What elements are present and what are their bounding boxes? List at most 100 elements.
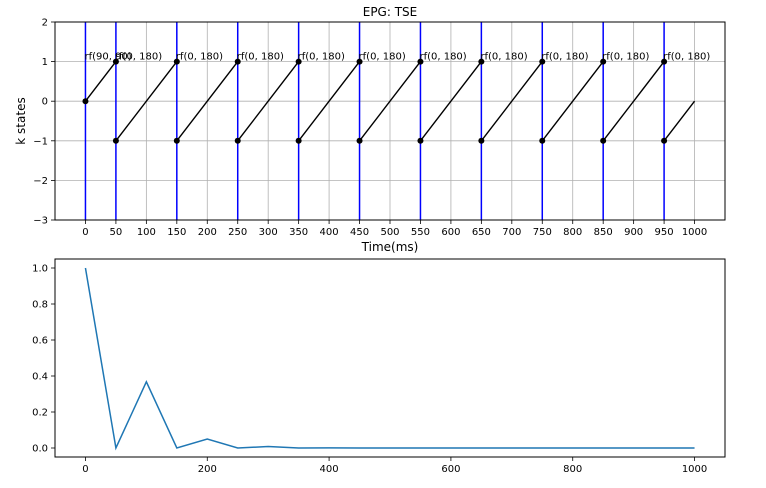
rf-pulse-label: rf(0, 180) [298, 52, 345, 63]
k-state-point [417, 137, 424, 144]
k-state-path [358, 61, 422, 142]
rf-pulse-label: rf(0, 180) [480, 52, 527, 63]
top-x-tick-label: 900 [624, 227, 643, 238]
top-chart-title: EPG: TSE [363, 5, 418, 19]
rf-pulse-label: rf(0, 180) [419, 52, 466, 63]
top-state-points [82, 58, 668, 144]
k-state-path [663, 100, 696, 142]
k-state-point [356, 137, 363, 144]
bottom-x-ticks: 0 200 400 600 800 1000 [82, 457, 707, 475]
k-state-path [541, 61, 604, 142]
k-state-point [661, 137, 668, 144]
top-y-tick-label: −2 [33, 176, 48, 187]
rf-pulse-label: rf(0, 180) [541, 52, 588, 63]
k-state-point [478, 58, 485, 65]
top-x-tick-label: 750 [533, 227, 552, 238]
k-state-point [234, 58, 241, 65]
top-x-tick-label: 50 [110, 227, 123, 238]
top-x-tick-label: 450 [350, 227, 369, 238]
k-state-path [115, 61, 178, 142]
bottom-x-tick-label: 800 [563, 464, 582, 475]
k-state-point [600, 58, 607, 65]
top-x-tick-label: 600 [441, 227, 460, 238]
bottom-y-tick-label: 0.8 [32, 300, 48, 311]
top-x-tick-label: 550 [411, 227, 430, 238]
top-x-tick-label: 250 [228, 227, 247, 238]
k-state-point [356, 58, 363, 65]
top-x-tick-label: 300 [259, 227, 278, 238]
k-state-point [417, 58, 424, 65]
k-state-path [602, 61, 665, 142]
bottom-x-tick-label: 600 [441, 464, 460, 475]
top-x-tick-label: 350 [289, 227, 308, 238]
top-rf-labels: rf(90, 90)rf(0, 180) rf(0, 180) rf(0, 180)… [84, 52, 710, 63]
k-state-point [295, 58, 302, 65]
top-y-tick-label: −3 [33, 216, 48, 227]
top-k-paths [84, 61, 696, 142]
top-x-tick-label: 500 [380, 227, 399, 238]
top-y-tick-label: 0 [42, 97, 48, 108]
top-x-tick-label: 1000 [682, 227, 707, 238]
bottom-x-tick-label: 200 [198, 464, 217, 475]
bottom-x-tick-label: 400 [320, 464, 339, 475]
top-rf-pulses [84, 22, 665, 220]
bottom-x-tick-label: 0 [82, 464, 88, 475]
top-x-tick-label: 150 [167, 227, 186, 238]
k-state-point [539, 137, 546, 144]
top-y-tick-label: −1 [33, 136, 48, 147]
top-x-tick-label: 800 [563, 227, 582, 238]
top-x-tick-label: 650 [472, 227, 491, 238]
bottom-series [84, 267, 695, 451]
k-state-point [173, 58, 180, 65]
k-state-point [600, 137, 607, 144]
k-state-point [295, 137, 302, 144]
k-state-point [82, 98, 89, 105]
k-state-path [298, 61, 361, 142]
top-y-tick-label: 1 [42, 57, 48, 68]
bottom-y-tick-label: 0.2 [32, 408, 48, 419]
bottom-y-tick-label: 0.4 [32, 372, 48, 383]
k-state-path [176, 61, 239, 142]
rf-pulse-label: rf(0, 180) [176, 52, 223, 63]
bottom-x-tick-label: 1000 [682, 464, 707, 475]
rf-pulse-label: rf(0, 180) [359, 52, 406, 63]
top-x-tick-label: 950 [655, 227, 674, 238]
k-state-point [173, 137, 180, 144]
rf-pulse-label: rf(0, 180) [115, 52, 162, 63]
rf-pulse-label: rf(0, 180) [602, 52, 649, 63]
signal-series-line [84, 267, 695, 451]
top-panel: rf(90, 90)rf(0, 180) rf(0, 180) rf(0, 180)… [14, 5, 726, 254]
k-state-point [661, 58, 668, 65]
top-x-tick-label: 200 [198, 227, 217, 238]
k-state-point [112, 58, 119, 65]
top-x-axis-label: Time(ms) [361, 240, 419, 254]
rf-pulse-label: rf(0, 180) [237, 52, 284, 63]
top-x-tick-label: 850 [594, 227, 613, 238]
k-state-path [419, 61, 482, 142]
bottom-plot-frame [54, 258, 726, 458]
rf-pulse-label: rf(0, 180) [663, 52, 710, 63]
k-state-path [237, 61, 300, 142]
top-x-tick-label: 0 [82, 227, 88, 238]
bottom-y-ticks: 0.0 0.2 0.4 0.6 0.8 1.0 [32, 264, 55, 455]
rf-pulse-label: rf(90, 90) [84, 52, 131, 63]
k-state-path [480, 61, 543, 142]
top-y-axis-label: k states [14, 97, 28, 144]
top-x-tick-label: 100 [137, 227, 156, 238]
k-state-point [539, 58, 546, 65]
k-state-point [234, 137, 241, 144]
k-state-path [84, 61, 117, 102]
bottom-y-tick-label: 0.0 [32, 444, 48, 455]
bottom-panel: 0 200 400 600 800 1000 0.0 0.2 0.4 0.6 0.8 1.0 [32, 258, 726, 475]
bottom-y-tick-label: 1.0 [32, 264, 48, 275]
bottom-y-tick-label: 0.6 [32, 336, 48, 347]
k-state-point [478, 137, 485, 144]
top-x-tick-label: 700 [502, 227, 521, 238]
top-x-ticks: 0 50 100 150 200 250 300 350 400 450 500 550 600 650 7… [82, 220, 707, 238]
top-y-tick-label: 2 [42, 18, 48, 29]
top-x-tick-label: 400 [320, 227, 339, 238]
k-state-point [112, 137, 119, 144]
top-y-ticks: −3 −2 −1 0 1 2 [33, 18, 55, 227]
